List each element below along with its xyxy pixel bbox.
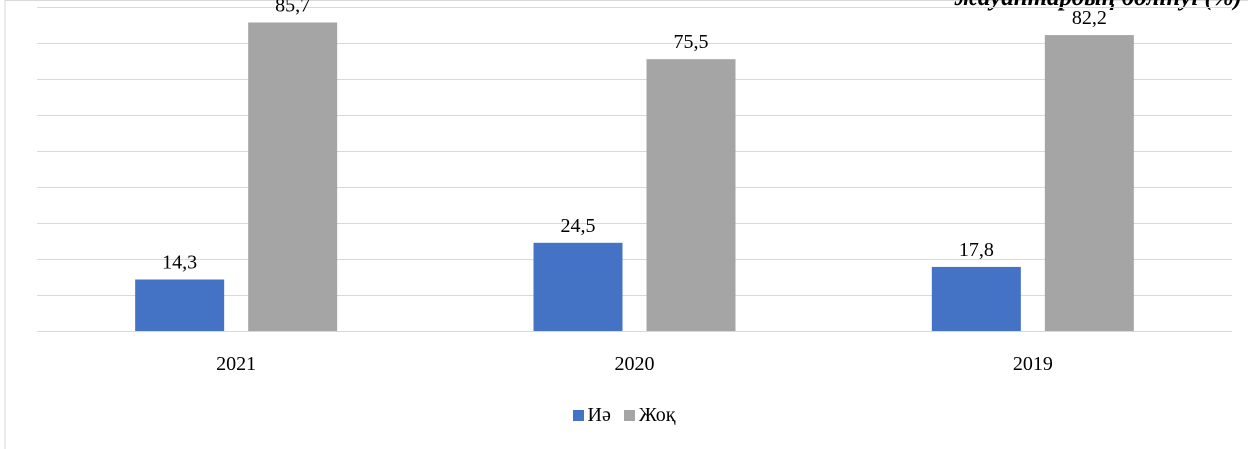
x-tick-label: 2019	[1013, 353, 1053, 375]
legend-label-series1: Иә	[587, 404, 611, 426]
data-label: 24,5	[561, 215, 596, 237]
legend-swatch-series1	[572, 410, 584, 421]
bar-series1	[533, 242, 623, 331]
x-tick-label: 2021	[216, 353, 256, 375]
chart-title: жауаптардың бөлінуі (%)	[954, 0, 1242, 12]
legend-label-series2: Жоқ	[638, 404, 676, 426]
legend-item-series1: Иә	[572, 404, 611, 427]
data-label: 85,7	[275, 0, 310, 16]
data-label: 75,5	[674, 31, 709, 53]
bar-series1	[135, 279, 225, 331]
bar-series1	[931, 266, 1021, 331]
bar-series2	[1044, 35, 1134, 332]
data-label: 17,8	[959, 239, 994, 261]
x-tick-label: 2020	[615, 353, 655, 375]
legend: Иә Жоқ	[0, 404, 1248, 427]
bar-series2	[248, 22, 338, 331]
legend-swatch-series2	[623, 410, 635, 421]
legend-item-series2: Жоқ	[623, 404, 676, 427]
data-label: 14,3	[162, 252, 197, 274]
bar-series2	[646, 59, 736, 331]
data-label: 82,2	[1072, 7, 1107, 29]
